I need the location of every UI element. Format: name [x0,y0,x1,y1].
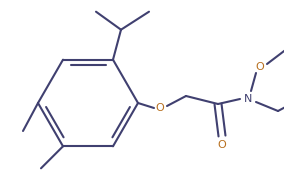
Text: O: O [256,62,264,72]
Text: N: N [244,94,252,104]
Text: O: O [156,103,164,113]
Text: O: O [218,140,226,150]
